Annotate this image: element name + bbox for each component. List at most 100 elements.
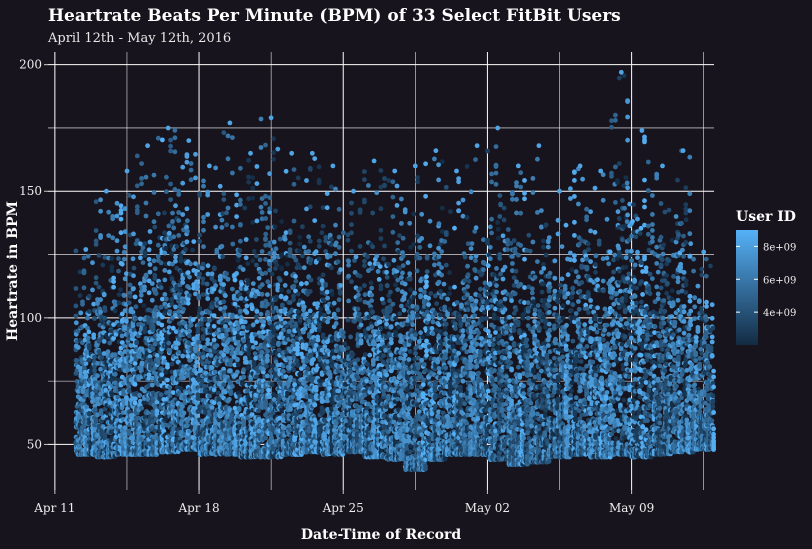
data-point [313, 387, 319, 393]
data-point [200, 276, 206, 282]
data-point [118, 210, 124, 216]
data-point [173, 254, 178, 260]
data-point [234, 192, 240, 198]
data-point [118, 203, 124, 209]
data-point [287, 250, 293, 256]
data-point [162, 230, 167, 236]
data-point [185, 300, 191, 306]
data-point [214, 247, 220, 253]
data-point [238, 202, 243, 207]
data-point [258, 311, 264, 317]
data-point [297, 248, 303, 254]
data-point [188, 322, 194, 328]
data-point [213, 283, 219, 289]
data-point [111, 284, 116, 290]
data-point [316, 256, 322, 262]
data-point [172, 149, 178, 155]
data-point [194, 413, 200, 419]
data-point [162, 292, 168, 297]
data-point [93, 280, 99, 286]
data-point [173, 203, 178, 209]
data-point [121, 249, 127, 255]
data-point [259, 282, 265, 288]
data-point [147, 239, 153, 245]
data-point [178, 256, 184, 262]
data-point [74, 358, 80, 363]
data-point [265, 357, 270, 363]
data-point [282, 425, 287, 431]
data-point [263, 201, 268, 206]
data-point [246, 179, 252, 185]
data-point [279, 266, 284, 272]
data-point [259, 210, 265, 215]
data-point [277, 277, 283, 283]
data-point [126, 193, 132, 198]
data-point [315, 337, 321, 343]
data-point [186, 293, 192, 298]
data-point [93, 275, 99, 281]
data-point [142, 329, 148, 334]
data-point [271, 239, 277, 245]
data-point [218, 273, 224, 279]
data-point [116, 300, 122, 306]
data-point [84, 404, 90, 410]
data-point [139, 405, 145, 411]
data-point [137, 393, 143, 398]
data-point [263, 216, 269, 221]
data-point [209, 305, 215, 310]
data-point [151, 258, 157, 264]
data-point-daily-max [268, 115, 274, 121]
data-point [166, 340, 172, 346]
data-point [155, 135, 161, 141]
data-point [244, 303, 250, 309]
data-point [258, 204, 264, 210]
data-point [118, 216, 124, 222]
data-point [297, 318, 303, 323]
data-point [283, 271, 289, 276]
data-point [221, 282, 227, 287]
data-point [265, 225, 271, 231]
data-point [98, 208, 103, 214]
data-point [195, 329, 201, 335]
data-point [286, 289, 292, 294]
data-point [201, 354, 206, 360]
data-point [162, 268, 168, 273]
data-point [89, 371, 95, 377]
data-point [114, 213, 120, 219]
data-point [150, 346, 156, 352]
data-point [243, 255, 249, 261]
data-point [109, 268, 115, 273]
data-point [209, 405, 215, 410]
data-point [230, 170, 235, 176]
data-point [242, 205, 248, 211]
data-point [282, 307, 288, 312]
data-point [80, 301, 85, 307]
data-point [151, 172, 157, 178]
data-point [271, 157, 276, 162]
data-point [152, 224, 158, 230]
data-point [109, 256, 115, 261]
data-point [279, 287, 284, 293]
data-point [259, 388, 265, 394]
data-point [267, 243, 273, 248]
data-point [185, 228, 190, 234]
data-point [219, 316, 224, 322]
data-point [263, 142, 268, 148]
data-point [224, 210, 230, 216]
data-point [196, 295, 202, 301]
data-point [301, 265, 307, 271]
data-point [274, 262, 280, 268]
data-point [149, 281, 155, 286]
data-point [225, 133, 231, 139]
data-point [138, 292, 144, 298]
data-point [98, 233, 103, 238]
data-point [304, 178, 309, 183]
data-point [287, 228, 293, 234]
data-point [118, 230, 124, 236]
data-point [132, 361, 138, 366]
data-point [238, 309, 243, 314]
data-point-daily-max [104, 188, 109, 194]
data-point [268, 369, 273, 374]
data-point [130, 256, 136, 262]
data-point [276, 342, 281, 347]
